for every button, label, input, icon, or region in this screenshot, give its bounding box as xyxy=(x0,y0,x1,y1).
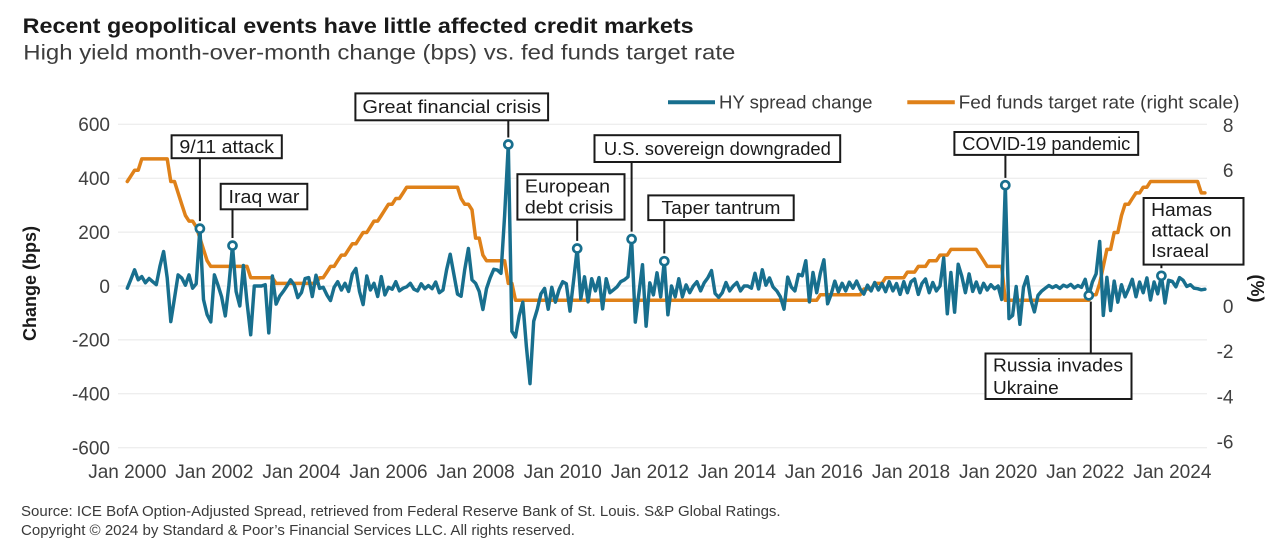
svg-text:Hamas: Hamas xyxy=(1151,200,1212,220)
svg-text:HY spread change: HY spread change xyxy=(719,92,873,112)
svg-text:Israeal: Israeal xyxy=(1151,241,1209,261)
svg-text:-600: -600 xyxy=(72,439,110,460)
svg-text:European: European xyxy=(525,177,610,197)
svg-text:Jan 2004: Jan 2004 xyxy=(262,462,341,483)
svg-text:Jan 2014: Jan 2014 xyxy=(698,462,777,483)
svg-text:0: 0 xyxy=(99,277,110,298)
svg-text:400: 400 xyxy=(78,169,110,190)
svg-text:Jan 2018: Jan 2018 xyxy=(872,462,950,483)
svg-text:-6: -6 xyxy=(1217,433,1234,454)
svg-text:600: 600 xyxy=(78,115,110,136)
svg-text:-400: -400 xyxy=(72,385,110,406)
svg-text:0: 0 xyxy=(1223,297,1234,318)
svg-text:(%): (%) xyxy=(1247,275,1267,303)
svg-text:8: 8 xyxy=(1223,116,1234,137)
svg-text:200: 200 xyxy=(78,223,110,244)
svg-text:Jan 2020: Jan 2020 xyxy=(959,462,1037,483)
svg-text:Fed funds target rate (right s: Fed funds target rate (right scale) xyxy=(959,92,1240,112)
svg-text:Source: ICE BofA Option-Adjust: Source: ICE BofA Option-Adjusted Spread,… xyxy=(21,504,781,520)
svg-text:Jan 2000: Jan 2000 xyxy=(88,462,166,483)
svg-text:Change (bps): Change (bps) xyxy=(20,226,40,341)
svg-text:COVID-19 pandemic: COVID-19 pandemic xyxy=(962,134,1130,154)
svg-text:9/11 attack: 9/11 attack xyxy=(179,137,275,157)
svg-text:Jan 2002: Jan 2002 xyxy=(175,462,253,483)
svg-text:Recent geopolitical events hav: Recent geopolitical events have little a… xyxy=(23,14,694,38)
svg-text:Jan 2012: Jan 2012 xyxy=(611,462,689,483)
svg-text:Great financial crisis: Great financial crisis xyxy=(363,97,542,117)
svg-text:-2: -2 xyxy=(1217,342,1234,363)
svg-text:Jan 2010: Jan 2010 xyxy=(524,462,602,483)
svg-text:-200: -200 xyxy=(72,331,110,352)
svg-text:Russia invades: Russia invades xyxy=(993,355,1123,375)
svg-text:Copyright © 2024 by Standard &: Copyright © 2024 by Standard & Poor’s Fi… xyxy=(21,523,575,539)
svg-text:attack on: attack on xyxy=(1151,221,1231,241)
svg-text:High yield month-over-month ch: High yield month-over-month change (bps)… xyxy=(23,42,735,65)
svg-text:Iraq war: Iraq war xyxy=(229,187,300,207)
svg-text:Jan 2006: Jan 2006 xyxy=(349,462,427,483)
svg-text:Jan 2008: Jan 2008 xyxy=(437,462,515,483)
svg-text:6: 6 xyxy=(1223,161,1234,182)
svg-text:Taper tantrum: Taper tantrum xyxy=(662,198,781,218)
svg-text:Jan 2022: Jan 2022 xyxy=(1046,462,1124,483)
svg-text:-4: -4 xyxy=(1217,387,1234,408)
svg-text:U.S. sovereign downgraded: U.S. sovereign downgraded xyxy=(604,139,831,159)
svg-text:Jan 2024: Jan 2024 xyxy=(1133,462,1212,483)
svg-text:Jan 2016: Jan 2016 xyxy=(785,462,863,483)
svg-text:debt crisis: debt crisis xyxy=(525,198,613,218)
svg-text:Ukraine: Ukraine xyxy=(993,378,1059,398)
